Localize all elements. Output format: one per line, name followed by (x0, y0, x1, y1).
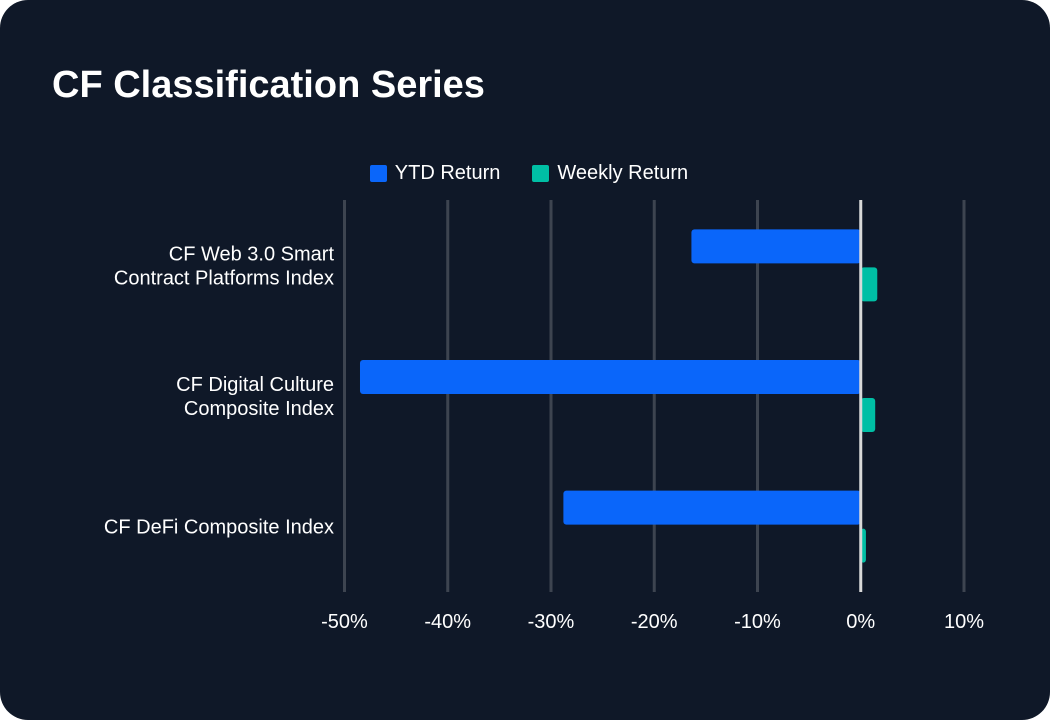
x-tick-label: -40% (424, 611, 471, 633)
legend-swatch-ytd (369, 165, 387, 182)
x-tick-label: -30% (528, 611, 575, 633)
legend-label-weekly: Weekly Return (557, 162, 689, 184)
legend: YTD Return Weekly Return (0, 162, 1050, 185)
x-tick-label: 10% (944, 611, 984, 633)
legend-item-weekly[interactable]: Weekly Return (532, 162, 688, 185)
bar-weekly (860, 398, 876, 432)
bar-weekly (860, 267, 878, 302)
bar-ytd (691, 229, 861, 264)
x-tick-label: -20% (631, 611, 678, 633)
y-category-label: Contract Platforms Index (114, 267, 334, 289)
bar-ytd (563, 490, 861, 525)
bar-ytd (359, 360, 861, 394)
y-category-label: CF Digital Culture (176, 374, 334, 396)
legend-label-ytd: YTD Return (394, 162, 501, 184)
y-category-label: Composite Index (184, 398, 334, 420)
y-category-label: CF Web 3.0 Smart (169, 243, 335, 265)
chart-title: CF Classification Series (52, 64, 485, 106)
y-category-label: CF DeFi Composite Index (104, 517, 334, 539)
x-tick-label: -50% (321, 611, 368, 633)
x-tick-label: -10% (734, 611, 781, 633)
legend-item-ytd[interactable]: YTD Return (369, 162, 501, 185)
x-tick-label: 0% (846, 611, 875, 633)
legend-swatch-weekly (532, 165, 550, 182)
